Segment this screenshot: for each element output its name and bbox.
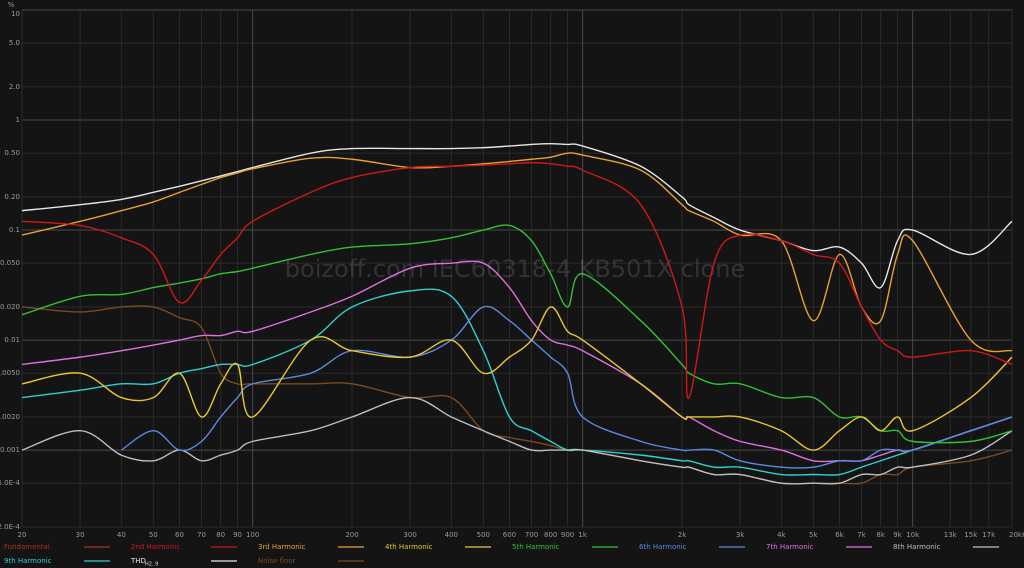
y-tick-label: 0.0050: [0, 369, 20, 377]
x-tick-label: 3k: [736, 531, 745, 539]
y-tick-label: 0.020: [0, 303, 20, 311]
x-tick-label: 20kHz: [1009, 531, 1024, 539]
x-tick-label: 50: [149, 531, 158, 539]
x-tick-label: 600: [503, 531, 516, 539]
x-tick-label: 13k: [944, 531, 958, 539]
x-tick-label: 60: [175, 531, 184, 539]
x-tick-label: 70: [197, 531, 206, 539]
x-tick-label: 500: [477, 531, 490, 539]
series-line: [21, 288, 1013, 476]
x-tick-label: 8k: [876, 531, 885, 539]
series-line: [120, 305, 1013, 469]
legend-label: Fundamental: [4, 543, 50, 551]
series-line: [21, 306, 1013, 451]
x-tick-label: 400: [445, 531, 458, 539]
x-tick-label: 1k: [578, 531, 587, 539]
series-line: [21, 142, 1013, 289]
x-tick-label: 300: [403, 531, 416, 539]
legend-label: 7th Harmonic: [766, 543, 814, 551]
x-tick-label: 30: [76, 531, 85, 539]
legend-label: THD: [130, 557, 146, 565]
x-tick-label: 7k: [857, 531, 866, 539]
x-tick-label: 6k: [835, 531, 844, 539]
x-tick-label: 17k: [982, 531, 996, 539]
y-tick-label: 0.01: [4, 336, 20, 344]
y-tick-label: 1: [16, 116, 20, 124]
legend-label: 6th Harmonic: [639, 543, 687, 551]
y-tick-label: 2.0: [9, 83, 20, 91]
y-tick-label: 0.001: [0, 446, 20, 454]
y-tick-label: 0.1: [9, 226, 20, 234]
x-tick-label: 800: [544, 531, 557, 539]
y-tick-label: 0.0020: [0, 413, 20, 421]
legend-subscript: H2..9: [145, 562, 158, 568]
legend-label: 9th Harmonic: [4, 557, 52, 565]
x-tick-label: 9k: [893, 531, 902, 539]
x-tick-label: 90: [233, 531, 242, 539]
legend-label: 3rd Harmonic: [258, 543, 306, 551]
legend-label: Noise floor: [258, 557, 296, 565]
x-tick-label: 900: [561, 531, 574, 539]
y-tick-label: 5.0E-4: [0, 479, 21, 487]
y-axis-unit: %: [8, 1, 15, 9]
legend-label: 8th Harmonic: [893, 543, 941, 551]
x-tick-label: 40: [117, 531, 126, 539]
legend-label: 2nd Harmonic: [131, 543, 180, 551]
legend-label: 5th Harmonic: [512, 543, 560, 551]
x-tick-label: 4k: [777, 531, 786, 539]
x-tick-label: 700: [525, 531, 538, 539]
x-tick-label: 20: [18, 531, 27, 539]
x-tick-label: 100: [246, 531, 259, 539]
y-tick-label: 10: [11, 10, 20, 18]
y-tick-label: 2.0E-4: [0, 523, 21, 531]
legend-label: 4th Harmonic: [385, 543, 433, 551]
x-tick-label: 2k: [678, 531, 687, 539]
x-tick-label: 5k: [809, 531, 818, 539]
series-line: [21, 224, 1013, 444]
x-tick-label: 80: [216, 531, 225, 539]
x-tick-label: 200: [345, 531, 358, 539]
y-tick-label: 0.050: [0, 259, 20, 267]
watermark: boizoff.com IEC60318-4 KB501X clone: [285, 255, 745, 283]
y-tick-label: 0.20: [4, 193, 20, 201]
series-line: [21, 396, 1013, 485]
x-tick-label: 10k: [906, 531, 920, 539]
series-line: [21, 305, 1013, 485]
series-line: [21, 161, 1013, 399]
x-tick-label: 15k: [964, 531, 978, 539]
y-tick-label: 0.50: [4, 149, 20, 157]
y-tick-label: 5.0: [9, 39, 20, 47]
